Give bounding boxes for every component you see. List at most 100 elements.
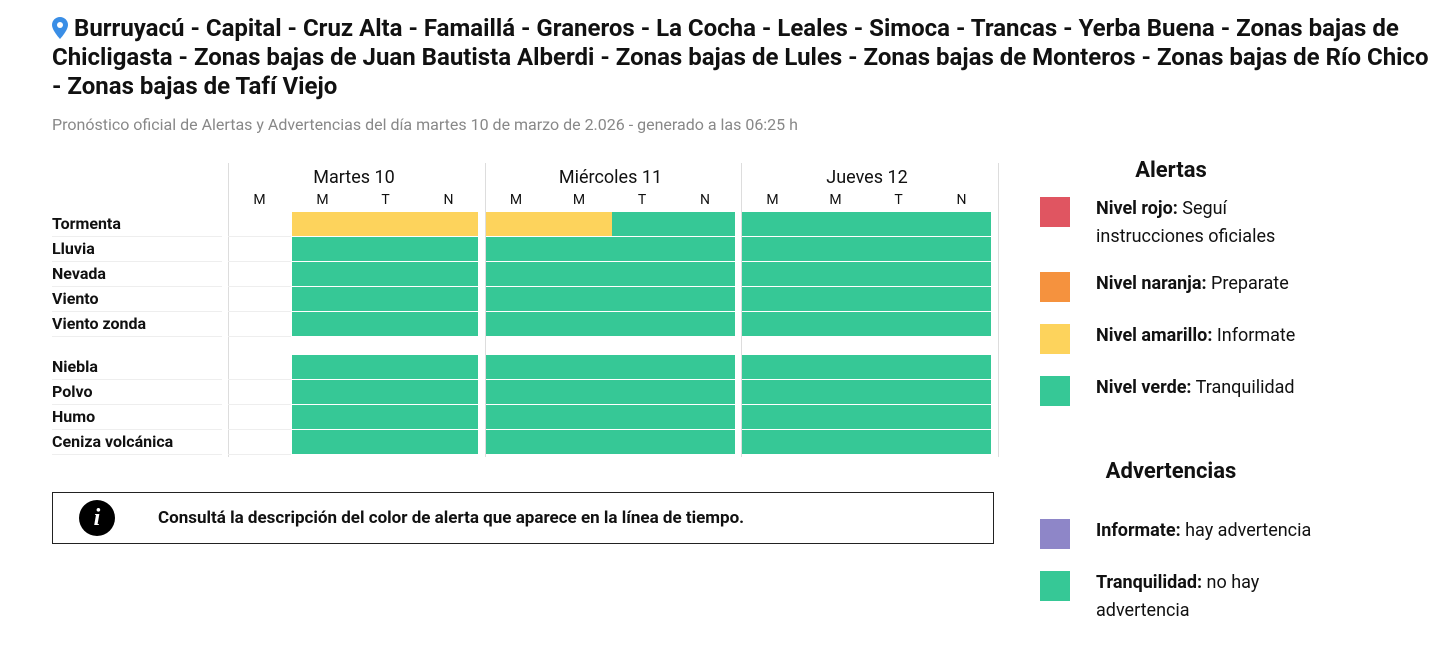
legend-desc: Preparate <box>1211 273 1289 294</box>
level-cell <box>742 237 805 261</box>
level-cell <box>674 212 735 236</box>
level-cell <box>931 430 991 454</box>
legend-desc: Informate <box>1216 325 1296 346</box>
row-label: Humo <box>52 405 222 430</box>
empty-cell <box>228 212 291 237</box>
level-cell <box>292 237 355 261</box>
level-cell <box>742 355 805 379</box>
empty-cell <box>228 312 291 337</box>
level-cell <box>931 212 991 236</box>
level-cell <box>611 380 675 404</box>
level-cell <box>931 380 991 404</box>
info-text: Consultá la descripción del color de ale… <box>158 508 745 528</box>
level-cell <box>674 312 735 336</box>
level-cell <box>355 262 418 286</box>
empty-cell <box>228 287 291 312</box>
legend-text: Nivel rojo: Seguí instrucciones oficiale… <box>1096 195 1336 251</box>
row-label: Niebla <box>52 355 222 380</box>
day-header: Miércoles 11 <box>558 167 663 188</box>
level-cell <box>674 430 735 454</box>
legend-swatch <box>1040 376 1070 406</box>
level-cell <box>548 380 612 404</box>
legend-desc: Seguí instrucciones oficiales <box>1096 198 1276 247</box>
level-cell <box>418 212 478 236</box>
legend-label: Nivel verde: <box>1096 377 1192 398</box>
legend-desc: no hay advertencia <box>1096 572 1260 621</box>
level-cell <box>868 355 931 379</box>
row-label: Viento <box>52 287 222 312</box>
level-cell <box>868 312 931 336</box>
period-label: M <box>829 192 842 208</box>
level-cell <box>742 430 805 454</box>
level-cell <box>931 262 991 286</box>
level-cell <box>355 212 418 236</box>
level-cell <box>485 212 549 236</box>
level-cell <box>611 312 675 336</box>
level-cell <box>355 380 418 404</box>
period-label: T <box>381 192 390 208</box>
level-cell <box>485 237 549 261</box>
level-cell <box>292 430 355 454</box>
level-cell <box>418 430 478 454</box>
legend-swatch <box>1040 197 1070 227</box>
row-label: Nevada <box>52 262 222 287</box>
level-cell <box>868 287 931 311</box>
legend-swatch <box>1040 571 1070 601</box>
level-cell <box>674 405 735 429</box>
legend-title: Alertas <box>1135 158 1207 183</box>
level-cell <box>611 430 675 454</box>
level-cell <box>742 287 805 311</box>
level-cell <box>548 355 612 379</box>
row-label: Ceniza volcánica <box>52 430 222 455</box>
period-label: M <box>572 192 586 208</box>
level-cell <box>868 380 931 404</box>
level-cell <box>805 312 868 336</box>
level-cell <box>611 237 675 261</box>
legend-text: Nivel naranja: Preparate <box>1096 270 1336 298</box>
level-cell <box>868 212 931 236</box>
level-cell <box>485 430 549 454</box>
legend-label: Nivel amarillo: <box>1096 325 1213 346</box>
level-cell <box>805 430 868 454</box>
period-label: T <box>637 192 647 208</box>
empty-cell <box>228 262 291 287</box>
legend-text: Nivel amarillo: Informate <box>1096 322 1336 350</box>
level-cell <box>485 262 549 286</box>
legend-text: Informate: hay advertencia <box>1096 517 1336 545</box>
level-cell <box>485 405 549 429</box>
empty-cell <box>228 355 291 380</box>
row-label: Viento zonda <box>52 312 222 337</box>
level-cell <box>805 287 868 311</box>
legend-label: Nivel naranja: <box>1096 273 1207 294</box>
level-cell <box>805 212 868 236</box>
legend-swatch <box>1040 519 1070 549</box>
period-label: M <box>253 192 266 208</box>
level-cell <box>805 262 868 286</box>
divider <box>228 163 229 457</box>
legend-text: Tranquilidad: no hay advertencia <box>1096 569 1336 625</box>
level-cell <box>674 262 735 286</box>
level-cell <box>485 287 549 311</box>
period-label: N <box>956 192 967 208</box>
level-cell <box>611 262 675 286</box>
level-cell <box>931 237 991 261</box>
level-cell <box>611 287 675 311</box>
level-cell <box>742 312 805 336</box>
level-cell <box>355 405 418 429</box>
legend-label: Informate: <box>1096 520 1181 541</box>
level-cell <box>611 355 675 379</box>
level-cell <box>674 237 735 261</box>
level-cell <box>742 262 805 286</box>
level-cell <box>292 405 355 429</box>
level-cell <box>674 380 735 404</box>
legend-title: Advertencias <box>1105 459 1237 484</box>
level-cell <box>742 380 805 404</box>
level-cell <box>292 312 355 336</box>
level-cell <box>548 237 612 261</box>
row-label: Polvo <box>52 380 222 405</box>
level-cell <box>292 212 355 236</box>
level-cell <box>868 262 931 286</box>
empty-cell <box>228 237 291 262</box>
level-cell <box>548 262 612 286</box>
